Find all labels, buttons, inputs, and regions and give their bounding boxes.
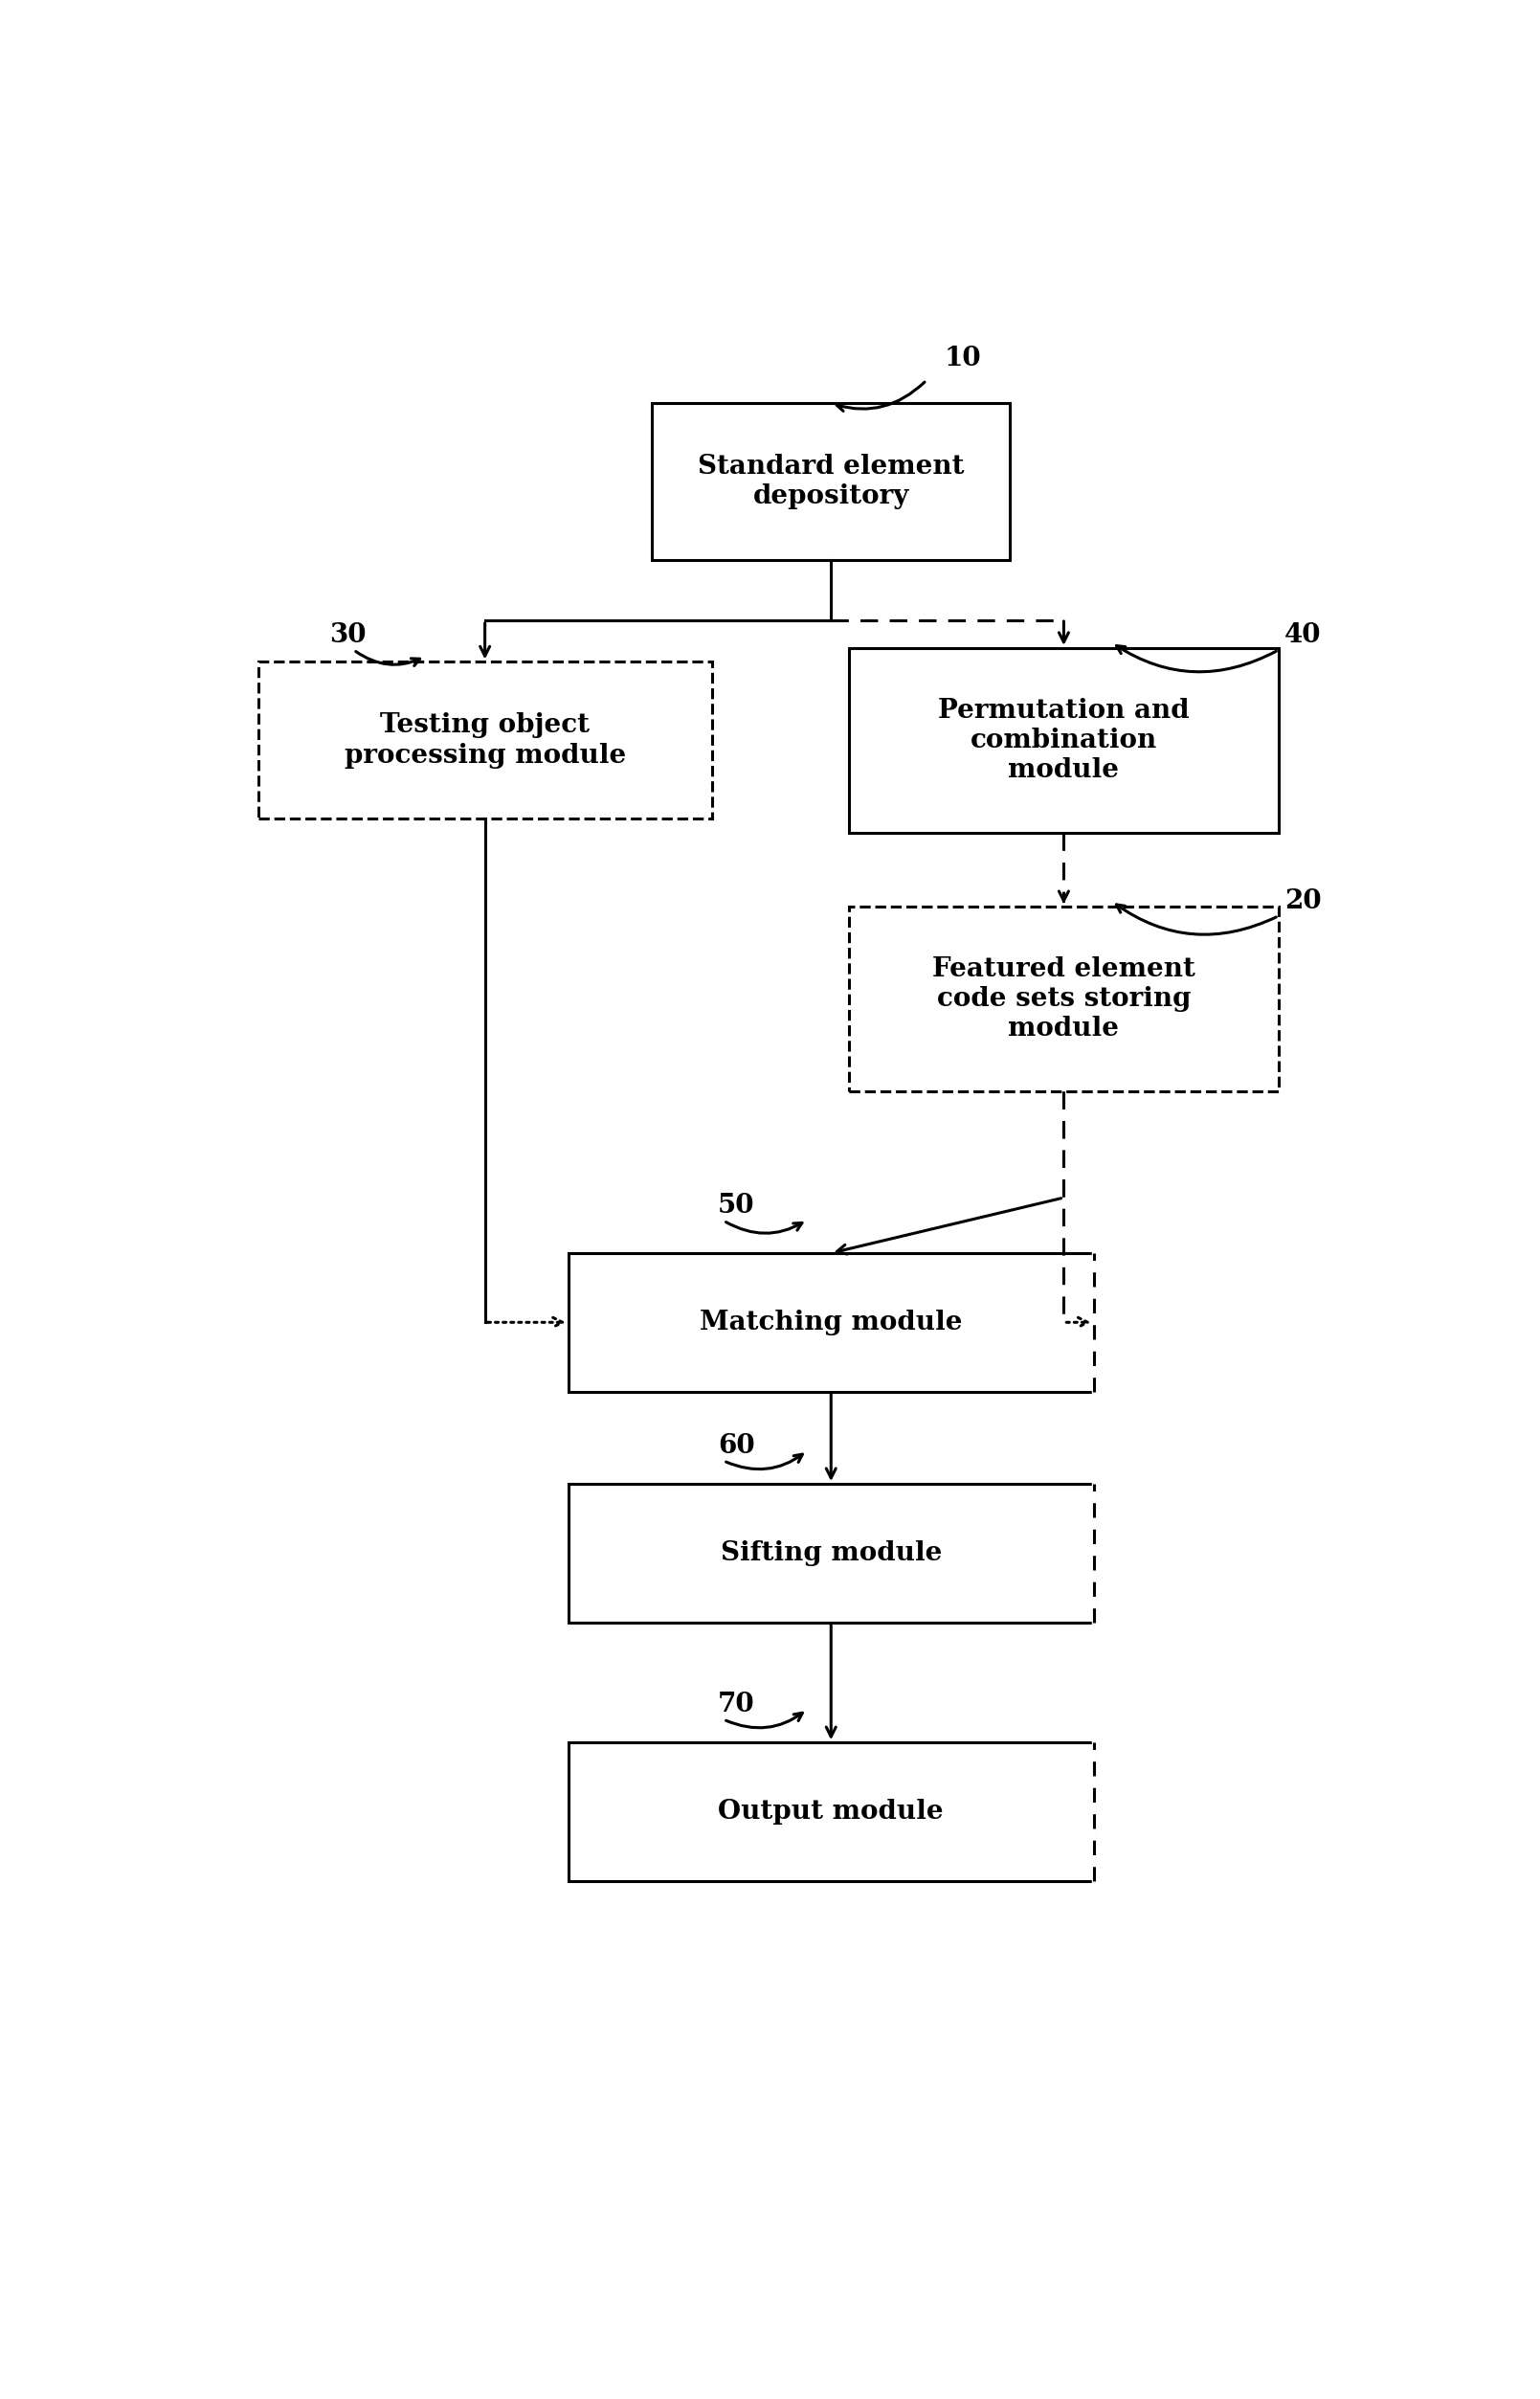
Bar: [849, 907, 1278, 1092]
Text: Testing object
processing module: Testing object processing module: [343, 713, 625, 768]
Text: 70: 70: [718, 1691, 755, 1718]
Text: Permutation and
combination
module: Permutation and combination module: [938, 698, 1189, 782]
Bar: [568, 1485, 1093, 1622]
Text: Featured element
code sets storing
module: Featured element code sets storing modul…: [932, 957, 1195, 1041]
Text: Standard element
depository: Standard element depository: [698, 453, 964, 509]
Text: Matching module: Matching module: [699, 1310, 962, 1336]
Text: Sifting module: Sifting module: [721, 1540, 942, 1567]
Text: Output module: Output module: [718, 1799, 944, 1826]
Text: 30: 30: [330, 621, 367, 648]
Text: 50: 50: [718, 1192, 755, 1219]
Text: 10: 10: [944, 345, 981, 372]
Text: 40: 40: [1284, 621, 1321, 648]
Text: 60: 60: [718, 1432, 755, 1459]
Text: 20: 20: [1284, 888, 1321, 914]
Bar: [849, 648, 1278, 832]
Bar: [568, 1252, 1093, 1391]
Bar: [651, 403, 1010, 561]
Bar: [568, 1742, 1093, 1881]
Bar: [259, 662, 711, 818]
